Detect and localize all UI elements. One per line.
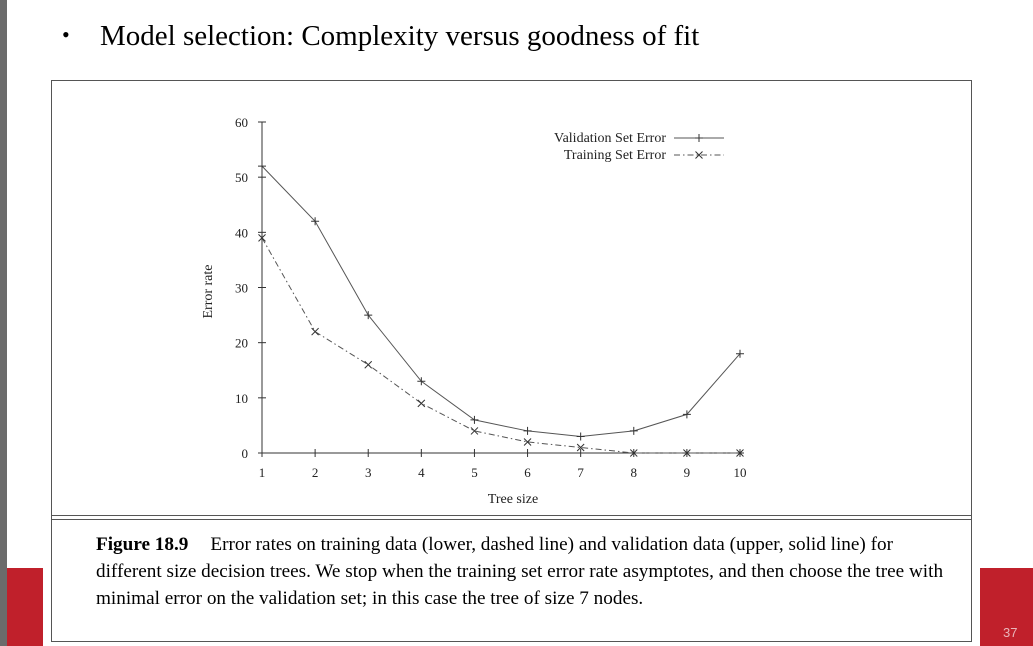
legend-label-training: Training Set Error [564, 148, 666, 163]
data-point-validation [311, 217, 320, 226]
data-point-validation [417, 377, 426, 386]
bullet-icon: • [62, 22, 70, 47]
data-point-training [629, 449, 638, 457]
data-point-validation [576, 432, 585, 441]
y-tick-label: 40 [235, 225, 248, 240]
data-point-training [258, 233, 266, 242]
x-tick-label: 9 [684, 465, 691, 480]
x-tick-label: 3 [365, 465, 372, 480]
data-point-training [523, 438, 532, 446]
y-tick-label: 60 [235, 115, 248, 130]
y-axis-label: Error rate [201, 264, 216, 318]
data-point-validation [629, 426, 638, 435]
y-tick-label: 30 [235, 281, 248, 296]
footer-accent-right [980, 568, 1033, 646]
data-point-training [364, 360, 373, 369]
figure-label: Figure 18.9 [96, 534, 189, 555]
data-point-training [311, 327, 319, 336]
data-point-validation [258, 162, 266, 171]
y-tick-label: 10 [235, 391, 248, 406]
x-tick-label: 2 [312, 465, 319, 480]
data-point-validation [470, 415, 479, 424]
y-tick-label: 0 [242, 446, 249, 461]
x-axis-label: Tree size [488, 492, 538, 507]
data-point-validation [523, 426, 532, 435]
footer-accent-left [7, 568, 43, 646]
caption-text: Error rates on training data (lower, das… [96, 534, 944, 609]
data-point-validation [682, 410, 691, 419]
x-tick-label: 10 [734, 465, 747, 480]
x-tick-label: 5 [471, 465, 478, 480]
legend-label-validation: Validation Set Error [554, 131, 666, 146]
data-point-validation [736, 349, 744, 358]
data-point-validation [364, 311, 373, 320]
x-tick-label: 6 [524, 465, 531, 480]
series-line-validation [261, 165, 741, 437]
slide-heading: • Model selection: Complexity versus good… [62, 20, 699, 53]
data-point-training [470, 427, 479, 435]
y-tick-label: 20 [235, 336, 248, 351]
data-point-training [736, 449, 744, 457]
data-point-training [576, 443, 585, 452]
data-point-training [683, 449, 691, 457]
series-line-training [261, 237, 740, 454]
legend-marker-validation [695, 134, 703, 142]
caption-rule-bottom [52, 519, 971, 520]
figure-caption: Figure 18.9 Error rates on training data … [96, 531, 946, 612]
x-tick-label: 8 [631, 465, 638, 480]
data-point-training [417, 399, 426, 408]
page-number: 37 [1003, 625, 1018, 640]
x-tick-label: 7 [577, 465, 584, 480]
caption-rule-top [52, 515, 971, 516]
legend-marker-training [695, 151, 703, 159]
heading-text: Model selection: Complexity versus goodn… [100, 20, 700, 52]
x-tick-label: 4 [418, 465, 425, 480]
y-tick-label: 50 [235, 170, 248, 185]
x-tick-label: 1 [259, 465, 266, 480]
left-edge-strip [0, 0, 7, 646]
error-rate-chart: 0 10 20 30 40 50 60 1 2 3 4 5 6 7 8 9 10 Tree size Error r… [201, 115, 747, 507]
figure-box: 0 10 20 30 40 50 60 1 2 3 4 5 6 7 8 9 10 Tree size Error r… [51, 80, 972, 642]
